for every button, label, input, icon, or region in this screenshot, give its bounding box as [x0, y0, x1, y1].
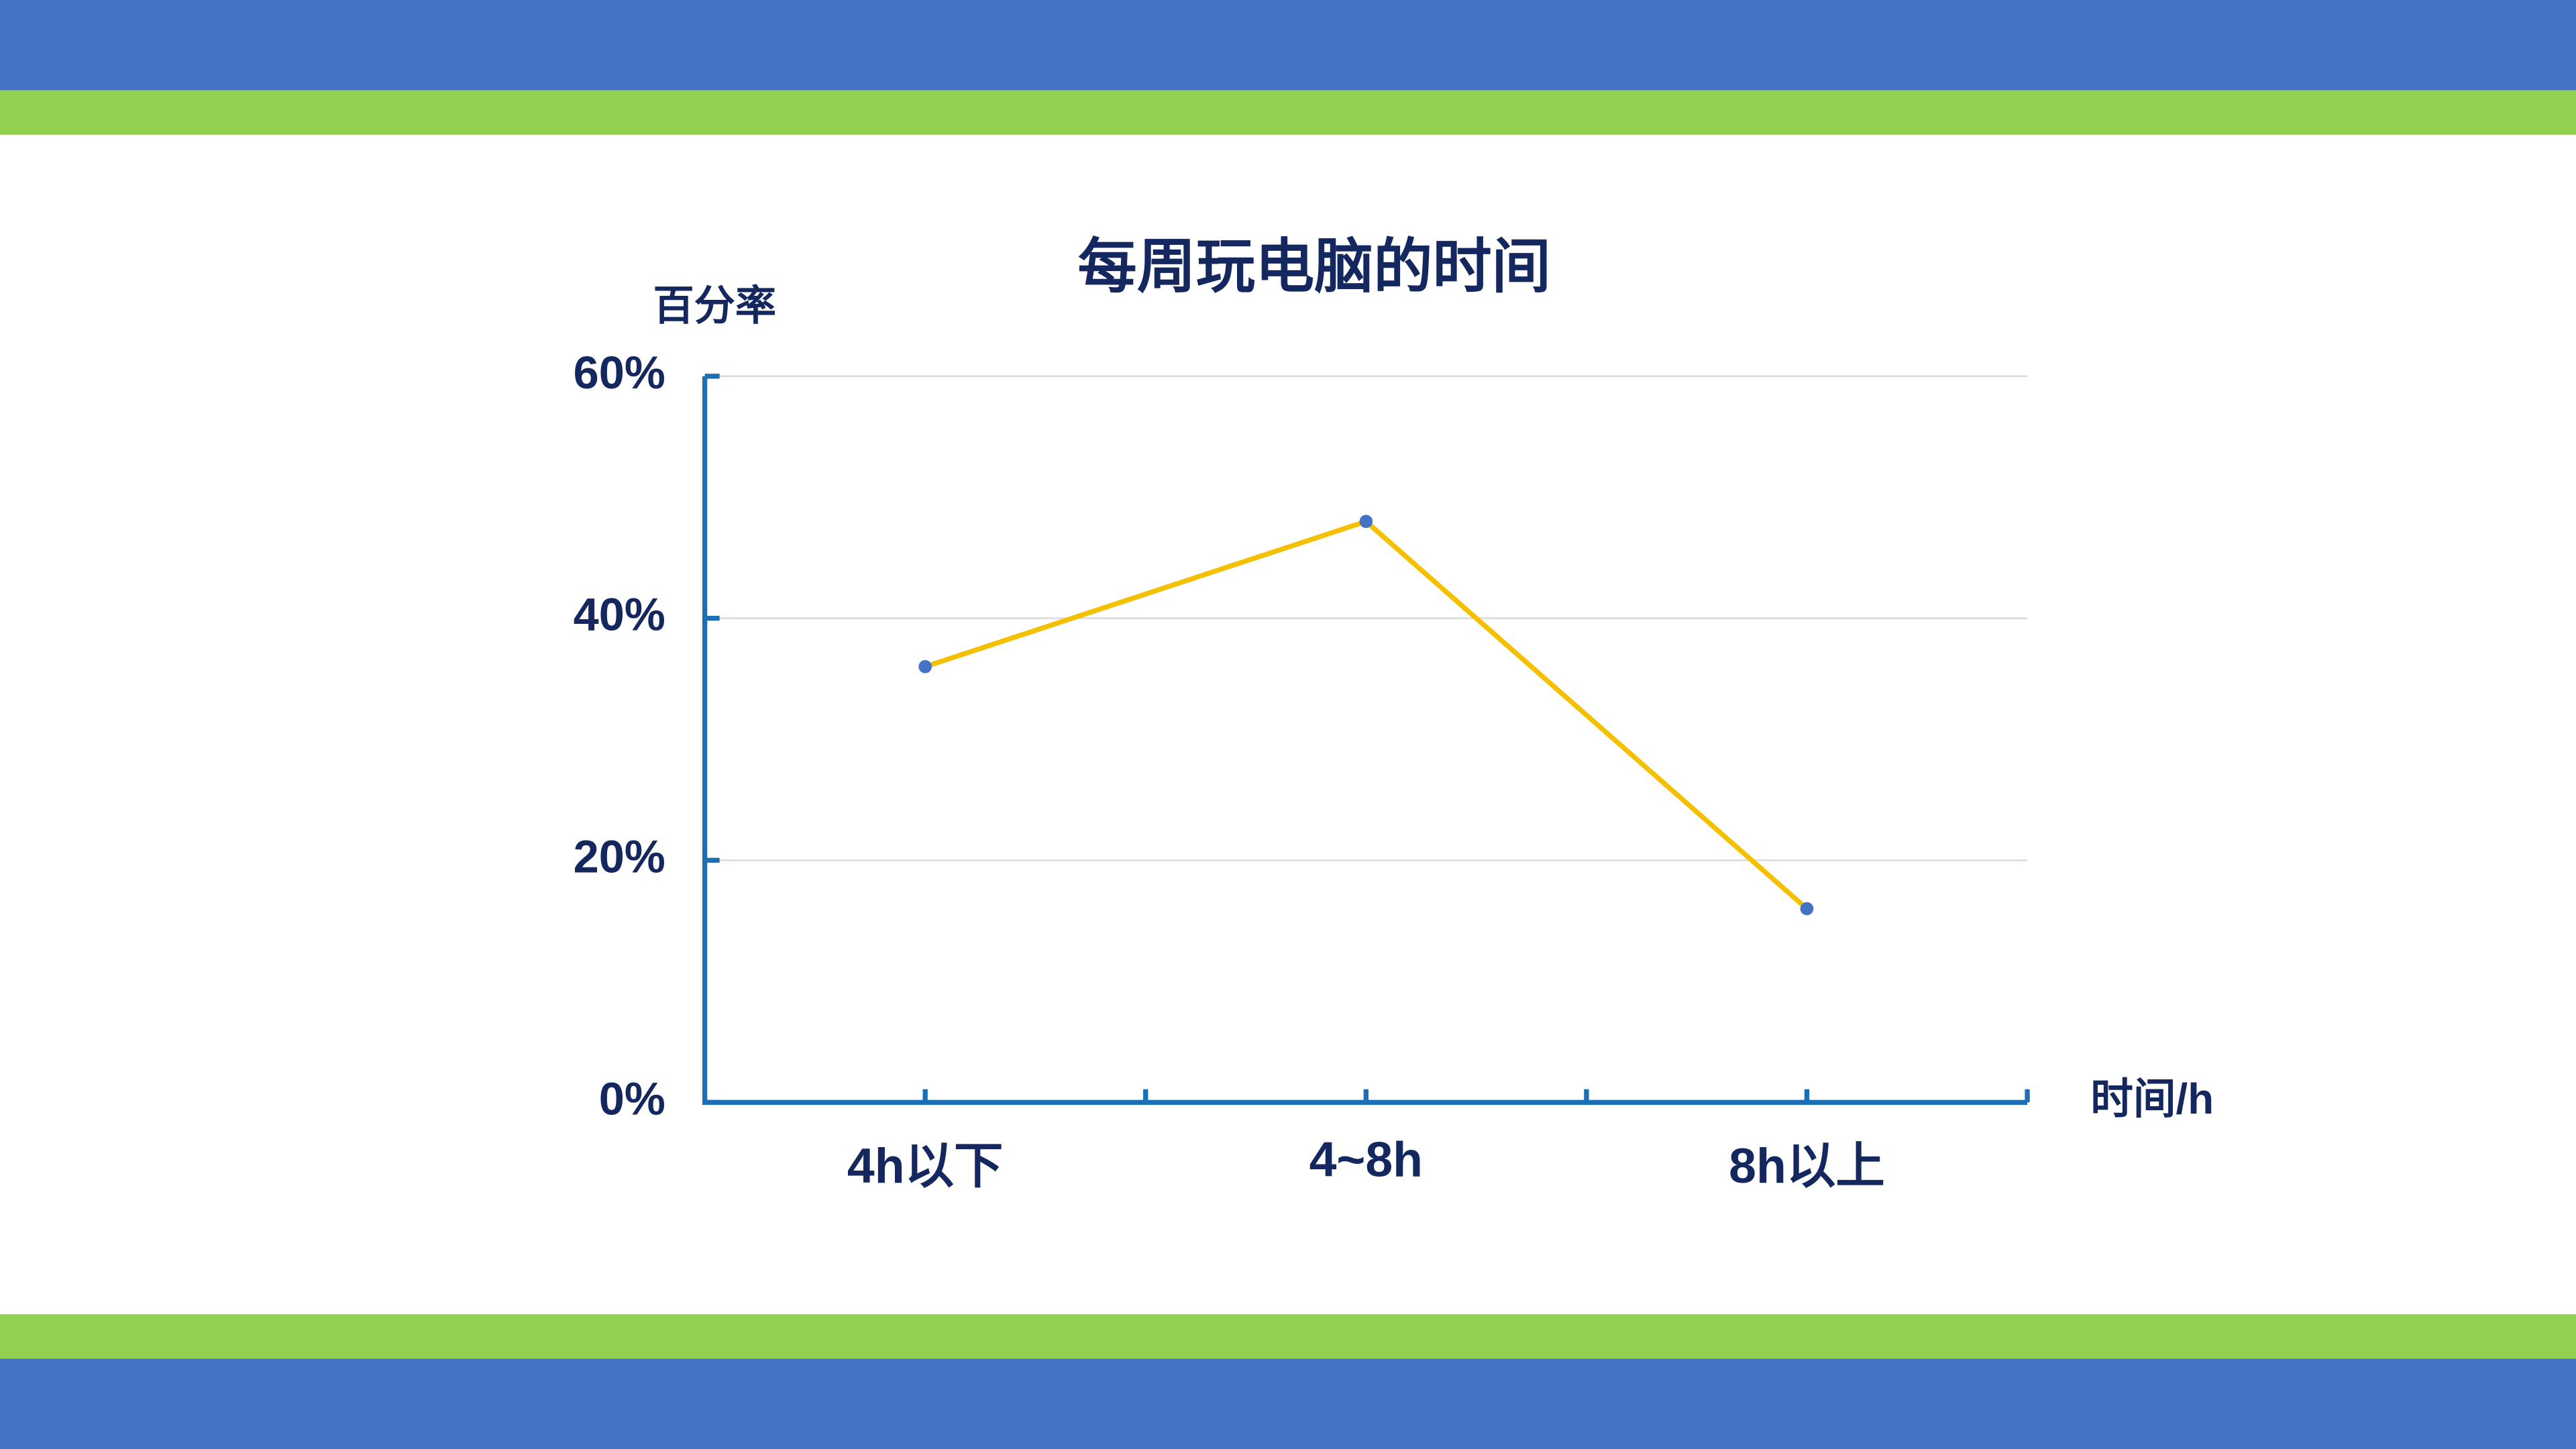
data-point	[918, 660, 932, 674]
top-stripe	[0, 90, 2576, 135]
y-tick-label: 60%	[574, 347, 665, 398]
x-tick-label: 4~8h	[1309, 1131, 1423, 1187]
x-tick-label: 8h以上	[1729, 1138, 1885, 1193]
series-line	[924, 519, 1809, 911]
y-tick-label: 40%	[574, 589, 665, 641]
data-point	[1359, 515, 1373, 529]
x-tick-label: 4h以下	[847, 1138, 1004, 1193]
top-band	[0, 0, 2576, 91]
chart-title: 每周玩电脑的时间	[1078, 233, 1551, 299]
y-tick-label: 20%	[574, 831, 665, 883]
bottom-band	[0, 1358, 2576, 1449]
bottom-stripe	[0, 1314, 2576, 1359]
data-point	[1800, 902, 1814, 916]
x-axis-label: 时间/h	[2090, 1075, 2214, 1123]
y-axis-label: 百分率	[653, 283, 776, 329]
y-tick-label: 0%	[599, 1073, 665, 1124]
